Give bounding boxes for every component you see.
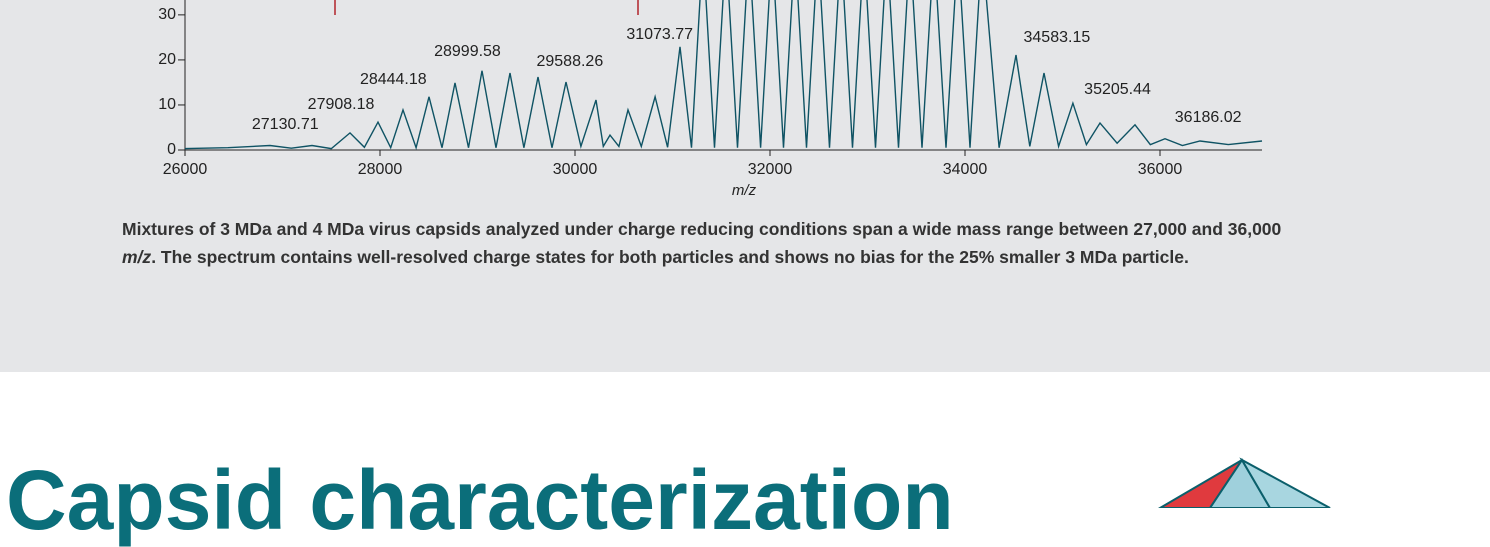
page: m/z 0 10 20 30 26000 28000 30000 32000 34000 3600… [0, 0, 1490, 508]
caption-text: . The spectrum contains well-resolved ch… [151, 247, 1189, 267]
peak-label: 29588.26 [536, 53, 603, 70]
peak-label: 31073.77 [626, 26, 693, 43]
y-tick-label: 0 [167, 141, 176, 158]
peak-label: 27130.71 [252, 116, 319, 133]
peak-label: 36186.02 [1175, 109, 1242, 126]
x-axis-label: m/z [732, 182, 757, 199]
caption: Mixtures of 3 MDa and 4 MDa virus capsid… [122, 216, 1282, 271]
peak-label: 28999.58 [434, 43, 501, 60]
peak-label: 35205.44 [1084, 81, 1151, 98]
x-tick-label: 32000 [748, 161, 793, 178]
x-tick-label: 34000 [943, 161, 988, 178]
peak-label: 34583.15 [1024, 29, 1091, 46]
y-tick-label: 30 [158, 6, 176, 23]
y-tick-label: 10 [158, 96, 176, 113]
heading: Capsid characterization [6, 458, 954, 542]
peak-label: 27908.18 [308, 96, 375, 113]
caption-text: m/z [122, 247, 151, 267]
chart: m/z 0 10 20 30 26000 28000 30000 32000 34000 3600… [0, 0, 1490, 210]
x-tick-label: 36000 [1138, 161, 1183, 178]
y-tick-label: 20 [158, 51, 176, 68]
capsid-icon [1150, 455, 1340, 508]
peak-label: 28444.18 [360, 71, 427, 88]
x-tick-label: 30000 [553, 161, 598, 178]
x-tick-label: 26000 [163, 161, 208, 178]
x-tick-label: 28000 [358, 161, 403, 178]
caption-text: Mixtures of 3 MDa and 4 MDa virus capsid… [122, 219, 1281, 239]
spectrum-line [185, 0, 1262, 149]
